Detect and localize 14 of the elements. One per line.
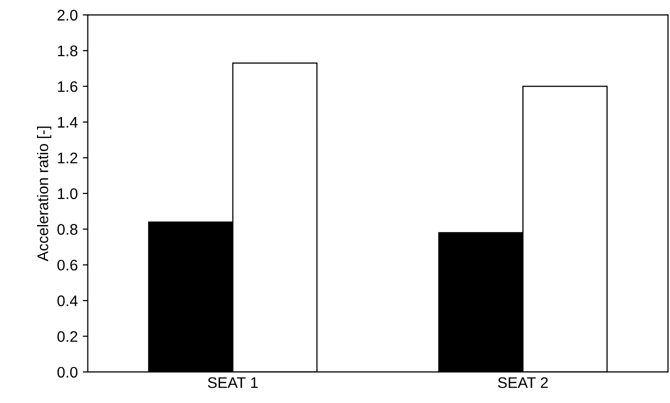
y-tick-label: 1.2 xyxy=(58,152,78,164)
y-tick-label: 1.6 xyxy=(58,81,78,92)
y-tick-label: 1.4 xyxy=(58,117,78,128)
y-tick-label: 0.8 xyxy=(57,224,78,235)
y-tick-label: 0.6 xyxy=(57,260,78,271)
y-tick-label: 1.8 xyxy=(58,45,78,56)
y-tick-label: 0.2 xyxy=(57,331,78,342)
x-tick-label: SEAT 2 xyxy=(498,377,548,388)
y-tick-label: 0.0 xyxy=(57,366,78,378)
y-axis-title: Acceleration ratio [-] xyxy=(37,126,52,262)
x-tick-label: SEAT 1 xyxy=(208,377,258,388)
y-tick-label: 1.0 xyxy=(58,188,78,200)
y-tick-label: 0.4 xyxy=(57,295,78,306)
y-tick-label: 2.0 xyxy=(58,10,78,21)
